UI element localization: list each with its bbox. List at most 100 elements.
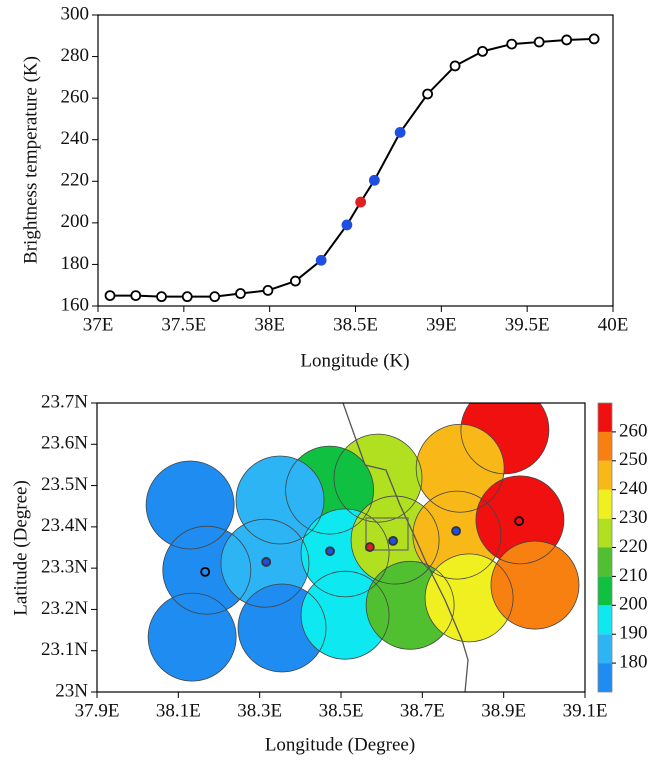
footprint-outline — [285, 445, 375, 535]
plot-frame — [97, 14, 614, 307]
footprint — [301, 571, 390, 660]
footprint-outline — [300, 570, 390, 660]
x-tick-label: 38E — [254, 314, 285, 335]
colorbar-tick-label: 230 — [619, 507, 648, 528]
x-tick-label: 37E — [83, 314, 114, 335]
point — [130, 290, 142, 302]
point — [533, 36, 545, 48]
marker — [200, 566, 211, 577]
footprint-outline — [145, 460, 235, 550]
x-tick-label: 38.1E — [156, 700, 201, 721]
point — [422, 88, 434, 100]
footprint-outline — [333, 433, 423, 523]
colorbar-tick-label: 260 — [619, 420, 648, 441]
point — [290, 275, 301, 287]
footprint-outline — [235, 455, 325, 545]
footprint — [148, 593, 237, 682]
colorbar-tick-label: 180 — [619, 651, 648, 672]
point — [104, 290, 116, 302]
x-tick-label: 40E — [598, 314, 629, 335]
colorbar-tick-label: 220 — [619, 536, 648, 557]
y-tick-label: 200 — [61, 211, 90, 232]
colorbar-segment — [598, 547, 612, 577]
y-tick-label: 23.5N — [41, 474, 88, 495]
colorbar-tick-label: 200 — [619, 594, 648, 615]
marker — [261, 557, 272, 567]
footprint-outline — [475, 475, 565, 565]
point — [506, 38, 518, 50]
point — [181, 291, 193, 303]
point — [156, 291, 167, 303]
colorbar-segment — [598, 460, 612, 490]
marker — [364, 542, 375, 552]
x-tick-label: 37.9E — [75, 700, 120, 721]
colorbar-segment — [598, 605, 612, 635]
footprint-outline — [460, 403, 550, 475]
colorbar-segment — [598, 431, 612, 461]
x-tick-label: 38.5E — [333, 314, 378, 335]
border — [342, 403, 469, 692]
footprint-outline — [490, 540, 580, 630]
colorbar-tick-label: 240 — [619, 478, 648, 499]
x-tick-label: 38.3E — [237, 700, 282, 721]
x-tick-label: 38.9E — [481, 700, 526, 721]
x-axis-title: Longitude (Degree) — [265, 734, 415, 755]
colorbar-tick-label: 190 — [619, 623, 648, 644]
footprint-outline — [220, 518, 310, 608]
point — [315, 254, 327, 266]
footprint-outline — [365, 560, 455, 650]
point — [341, 219, 353, 231]
point — [209, 291, 221, 303]
x-tick-label: 39.1E — [563, 700, 608, 721]
highlight-box — [365, 517, 409, 551]
point — [262, 285, 274, 296]
point — [449, 60, 461, 72]
marker — [325, 546, 335, 557]
line — [110, 37, 595, 298]
footprint — [416, 424, 505, 513]
y-axis-title: Brightness temperature (K) — [20, 56, 41, 264]
y-axis-title: Latitude (Degree) — [10, 480, 31, 616]
footprint-outline — [147, 592, 237, 682]
footprint-outline — [162, 525, 252, 615]
y-tick-label: 300 — [61, 3, 90, 24]
y-tick-label: 23.1N — [41, 639, 88, 660]
footprint-outline — [300, 508, 390, 598]
colorbar-segment — [598, 634, 612, 664]
x-tick-label: 38.5E — [319, 700, 364, 721]
y-tick-label: 23.7N — [41, 391, 88, 412]
colorbar-segment — [598, 663, 612, 692]
point — [394, 127, 406, 138]
y-tick-label: 280 — [61, 45, 90, 66]
point — [235, 288, 246, 299]
map-layer — [145, 403, 580, 692]
footprint-outline — [350, 495, 440, 585]
point — [477, 45, 488, 57]
point — [588, 33, 600, 45]
y-tick-label: 23.2N — [41, 598, 88, 619]
marker — [514, 516, 525, 526]
y-tick-label: 160 — [61, 294, 90, 315]
y-tick-label: 23.3N — [41, 557, 88, 578]
colorbar-segment — [598, 576, 612, 606]
marker — [388, 535, 398, 546]
y-tick-label: 23N — [55, 680, 88, 701]
plot-frame — [96, 402, 586, 693]
marker — [451, 526, 461, 536]
x-axis-title: Longitude (K) — [300, 350, 409, 371]
colorbar-segment — [598, 518, 612, 548]
colorbar-segment — [598, 489, 612, 519]
footprint-outline — [412, 490, 502, 580]
footprint-outline — [237, 583, 327, 673]
x-tick-label: 38.7E — [400, 700, 445, 721]
x-tick-label: 39E — [426, 314, 457, 335]
footprint — [425, 553, 514, 642]
point — [561, 34, 573, 46]
colorbar-segment — [598, 403, 612, 432]
colorbar-tick-label: 210 — [619, 565, 648, 586]
y-tick-label: 23.6N — [41, 433, 88, 454]
y-tick-label: 23.4N — [41, 515, 88, 536]
x-tick-label: 39.5E — [505, 314, 550, 335]
point — [355, 196, 367, 208]
